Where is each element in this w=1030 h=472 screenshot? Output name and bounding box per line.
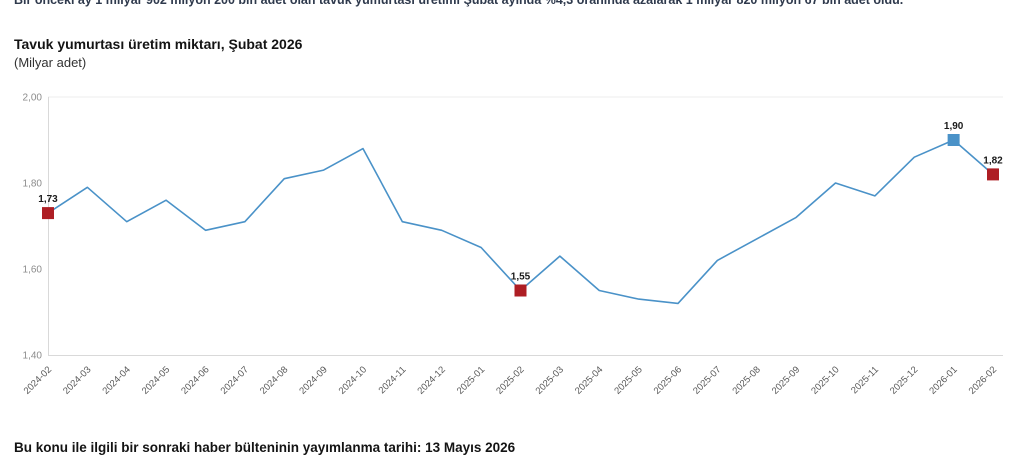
x-tick-label: 2024-07: [219, 364, 251, 396]
x-tick-label: 2024-12: [415, 364, 447, 396]
x-tick-label: 2024-02: [22, 364, 54, 396]
chart-subtitle: (Milyar adet): [14, 55, 87, 70]
x-tick-label: 2024-09: [297, 364, 329, 396]
x-tick-label: 2025-11: [849, 364, 881, 396]
x-tick-label: 2025-09: [770, 364, 802, 396]
summary-text: Bir önceki ay 1 milyar 902 milyon 200 bi…: [14, 0, 904, 7]
y-tick-label: 2,00: [23, 93, 43, 104]
x-tick-label: 2024-03: [61, 364, 93, 396]
x-tick-label: 2025-08: [730, 364, 762, 396]
x-tick-label: 2024-08: [258, 364, 290, 396]
x-tick-label: 2025-04: [573, 364, 605, 396]
data-point-marker: [947, 134, 960, 146]
data-point-marker: [42, 207, 54, 220]
x-tick-label: 2025-07: [691, 364, 723, 396]
x-tick-label: 2025-12: [888, 364, 920, 396]
x-tick-label: 2025-10: [809, 364, 841, 396]
x-tick-label: 2025-02: [494, 364, 526, 396]
data-point-label: 1,55: [511, 272, 531, 283]
y-tick-label: 1,80: [23, 179, 43, 190]
x-tick-label: 2025-06: [652, 364, 684, 396]
data-point-label: 1,82: [983, 155, 1003, 166]
egg-production-line-chart: 2,00 1,80 1,60 1,40 2024-02 2024-03 2024-04 202…: [0, 85, 1030, 415]
chart-title: Tavuk yumurtası üretim miktarı, Şubat 20…: [14, 36, 303, 52]
next-bulletin-date-text: Bu konu ile ilgili bir sonraki haber bül…: [14, 440, 516, 455]
data-point-label: 1,90: [944, 121, 964, 132]
x-tick-label: 2024-04: [100, 364, 132, 396]
x-tick-label: 2024-10: [337, 364, 369, 396]
x-tick-label: 2026-02: [967, 364, 999, 396]
data-point-label: 1,73: [38, 194, 58, 205]
x-tick-label: 2025-05: [612, 364, 644, 396]
y-tick-label: 1,60: [23, 265, 43, 276]
x-tick-label: 2025-01: [455, 364, 487, 396]
data-point-marker: [514, 284, 527, 297]
x-tick-label: 2025-03: [534, 364, 566, 396]
y-tick-label: 1,40: [23, 351, 43, 362]
x-tick-label: 2024-06: [179, 364, 211, 396]
x-tick-label: 2026-01: [927, 364, 959, 396]
x-tick-label: 2024-11: [377, 364, 409, 396]
data-point-marker: [987, 168, 999, 181]
x-tick-label: 2024-05: [140, 364, 172, 396]
